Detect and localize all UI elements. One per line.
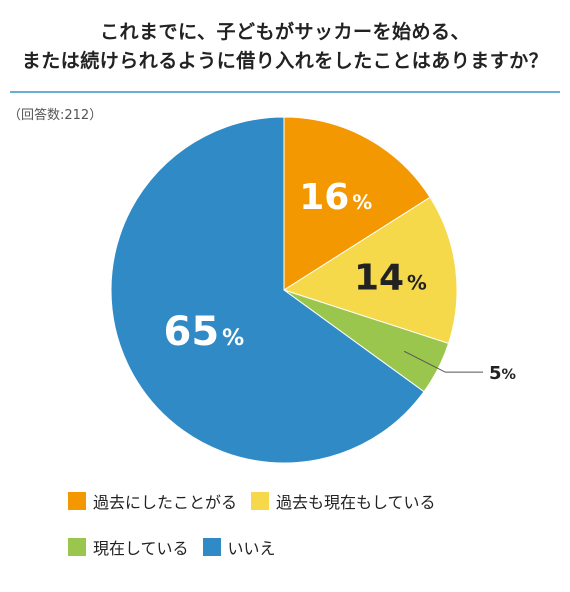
pie-slices	[110, 116, 458, 464]
slice-label-past-and-now: 14%	[354, 258, 427, 299]
leader-line-now-only	[404, 350, 483, 373]
pie-slice-past-only	[283, 116, 431, 291]
legend-item-no: いいえ	[202, 535, 276, 559]
pie-slice-past-and-now	[282, 196, 458, 345]
legend-label-past-and-now: 過去も現在もしている	[276, 493, 436, 512]
slice-label-no: 65%	[163, 309, 244, 355]
pie-slice-no	[110, 116, 425, 464]
chart-title-line-2: または続けられるように借り入れをしたことはありますか？	[21, 50, 549, 72]
legend-item-now-only: 現在している	[68, 535, 189, 559]
legend-swatch-now-only	[68, 538, 86, 556]
legend-swatch-past-only	[68, 492, 86, 510]
legend-item-past-only: 過去にしたことがる	[68, 489, 237, 513]
chart-title-line-1: これまでに、子どもがサッカーを始める、	[100, 21, 470, 43]
legend-label-past-only: 過去にしたことがる	[93, 493, 238, 512]
slice-label-past-only: 16%	[299, 177, 372, 218]
legend-label-now-only: 現在している	[93, 539, 189, 558]
title-divider	[10, 91, 560, 93]
pie-labels: 16 % 14 % 5% 65%	[163, 177, 515, 384]
legend-row-2: 現在している いいえ	[68, 532, 548, 562]
legend-row-1: 過去にしたことがる 過去も現在もしている	[68, 486, 548, 516]
slice-label-now-only: 5%	[489, 363, 516, 384]
legend-item-past-and-now: 過去も現在もしている	[251, 489, 436, 513]
legend-swatch-no	[202, 538, 221, 556]
chart-legend: 過去にしたことがる 過去も現在もしている 現在している いいえ	[68, 486, 548, 578]
legend-swatch-past-and-now	[251, 492, 270, 510]
respondent-count: （回答数:212）	[8, 108, 103, 123]
chart-title: これまでに、子どもがサッカーを始める、 または続けられるように借り入れをしたこと…	[0, 18, 570, 76]
pie-chart: 16 % 14 % 5% 65%	[110, 116, 516, 464]
legend-label-no: いいえ	[227, 539, 276, 558]
